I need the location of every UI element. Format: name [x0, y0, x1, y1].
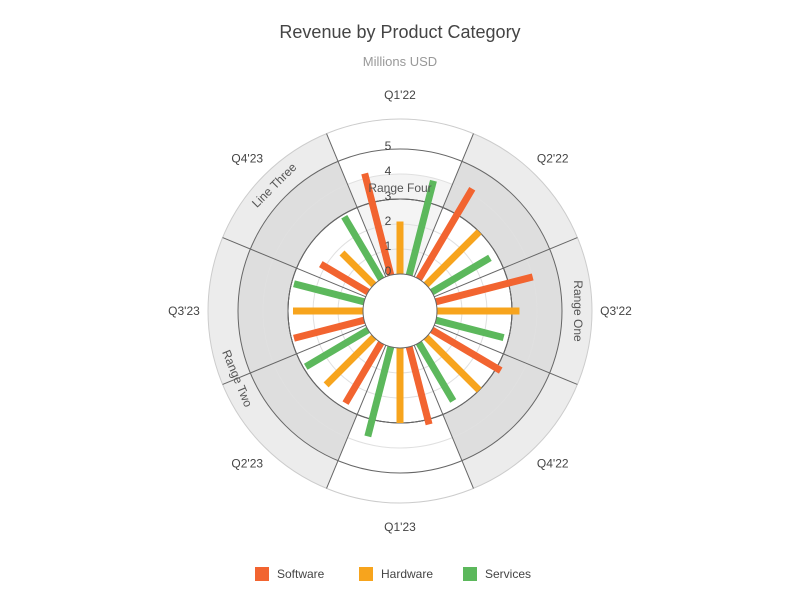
- bar-hardware-3[interactable]: [423, 334, 482, 393]
- sector-divider: [433, 324, 578, 385]
- radial-tick-2: 2: [385, 214, 392, 228]
- center-hole-circle: [362, 273, 438, 349]
- legend-item-hardware[interactable]: Hardware: [359, 567, 433, 581]
- category-label-6: Q3'23: [168, 304, 200, 318]
- bar-services-4[interactable]: [364, 345, 395, 438]
- bar-software-1[interactable]: [415, 186, 476, 281]
- sector-divider: [413, 133, 474, 278]
- sector-divider: [433, 237, 578, 298]
- center-hole: [362, 273, 438, 349]
- radial-tick-1: 1: [385, 239, 392, 253]
- legend-item-software[interactable]: Software: [255, 567, 325, 581]
- sector-divider: [326, 133, 387, 278]
- legend-label: Hardware: [381, 567, 433, 581]
- pane-outline: [207, 118, 593, 504]
- radial-tick-5: 5: [385, 139, 392, 153]
- chart-title: Revenue by Product Category: [279, 22, 520, 42]
- bar-hardware-7[interactable]: [339, 250, 377, 288]
- bar-services-3[interactable]: [415, 341, 457, 403]
- legend-item-services[interactable]: Services: [463, 567, 531, 581]
- bar-software-7[interactable]: [319, 261, 370, 296]
- bar-services-5[interactable]: [303, 326, 370, 370]
- legend-swatch: [255, 567, 269, 581]
- legend-swatch: [463, 567, 477, 581]
- radial-tick-3: 3: [385, 189, 392, 203]
- band-outer-ring-2: [222, 133, 339, 250]
- band-label-0: Range One: [571, 280, 585, 342]
- category-label-7: Q4'23: [231, 151, 263, 165]
- legend-swatch: [359, 567, 373, 581]
- bar-software-5[interactable]: [342, 341, 385, 405]
- sector-divider: [413, 344, 474, 489]
- band-outer-ring-1: [208, 237, 339, 489]
- category-labels: Q1'22 Q2'22 Q3'22 Q4'22 Q1'23 Q2'23 Q3'23 Q4'23: [168, 88, 632, 534]
- category-label-5: Q2'23: [231, 457, 263, 471]
- grid-ring: [262, 173, 538, 449]
- legend-label: Services: [485, 567, 531, 581]
- bar-services-0[interactable]: [405, 179, 437, 277]
- bar-software-6[interactable]: [293, 316, 366, 342]
- sector-divider: [326, 344, 387, 489]
- band-outer-ring-0: [461, 133, 592, 489]
- band-2: [250, 161, 358, 269]
- legend[interactable]: Software Hardware Services: [255, 567, 531, 581]
- bar-software-2[interactable]: [434, 273, 534, 306]
- sector-divider: [222, 324, 367, 385]
- category-label-4: Q1'23: [384, 520, 416, 534]
- chart-subtitle: Millions USD: [363, 54, 437, 69]
- axis-outer-ring: [237, 148, 563, 474]
- bars: [293, 172, 534, 438]
- bar-software-3[interactable]: [430, 326, 503, 374]
- bar-software-0[interactable]: [361, 172, 395, 277]
- radial-tick-0: 0: [385, 264, 392, 278]
- legend-label: Software: [277, 567, 325, 581]
- radial-tick-4: 4: [385, 164, 392, 178]
- category-label-1: Q2'22: [537, 151, 569, 165]
- category-label-3: Q4'22: [537, 457, 569, 471]
- band-0: [442, 161, 563, 461]
- radial-tick-labels: 0 1 2 3 4 5: [385, 139, 392, 278]
- category-label-2: Q3'22: [600, 304, 632, 318]
- bar-services-1[interactable]: [430, 254, 492, 296]
- bar-hardware-1[interactable]: [423, 229, 482, 288]
- category-label-0: Q1'22: [384, 88, 416, 102]
- sector-divider: [222, 237, 367, 298]
- band-label-3: Range Four: [368, 181, 431, 195]
- bar-services-7[interactable]: [341, 214, 385, 281]
- bar-services-6[interactable]: [293, 280, 366, 306]
- bar-software-4[interactable]: [405, 345, 433, 426]
- bar-services-2[interactable]: [434, 316, 505, 341]
- bar-hardware-5[interactable]: [323, 334, 377, 388]
- band-1: [237, 249, 358, 461]
